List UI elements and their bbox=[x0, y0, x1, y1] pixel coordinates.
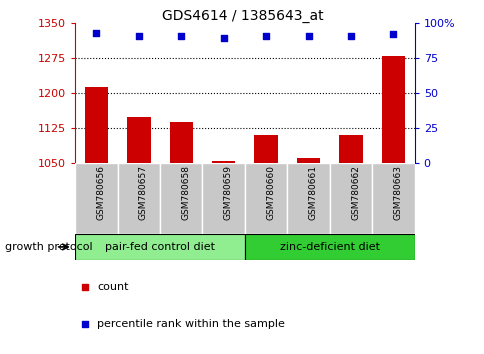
Text: GSM780657: GSM780657 bbox=[138, 165, 148, 220]
Point bbox=[177, 33, 185, 39]
Point bbox=[304, 33, 312, 39]
Bar bbox=[160, 163, 202, 234]
Point bbox=[389, 32, 396, 37]
Bar bbox=[254, 135, 277, 163]
Text: zinc-deficient diet: zinc-deficient diet bbox=[279, 242, 379, 252]
Text: GSM780663: GSM780663 bbox=[393, 165, 402, 220]
Bar bbox=[244, 234, 414, 260]
Point bbox=[262, 33, 270, 39]
Bar bbox=[75, 234, 244, 260]
Bar bbox=[202, 163, 244, 234]
Text: GDS4614 / 1385643_at: GDS4614 / 1385643_at bbox=[161, 9, 323, 23]
Text: GSM780661: GSM780661 bbox=[308, 165, 317, 220]
Point bbox=[81, 284, 89, 290]
Bar bbox=[339, 135, 362, 163]
Bar bbox=[287, 163, 329, 234]
Bar bbox=[329, 163, 372, 234]
Point bbox=[219, 35, 227, 41]
Bar bbox=[372, 163, 414, 234]
Text: GSM780658: GSM780658 bbox=[181, 165, 190, 220]
Point bbox=[135, 33, 142, 39]
Bar bbox=[296, 158, 319, 163]
Bar bbox=[117, 163, 160, 234]
Bar bbox=[127, 117, 150, 163]
Text: GSM780660: GSM780660 bbox=[266, 165, 274, 220]
Bar bbox=[85, 87, 108, 163]
Text: percentile rank within the sample: percentile rank within the sample bbox=[97, 319, 285, 329]
Text: pair-fed control diet: pair-fed control diet bbox=[105, 242, 214, 252]
Point bbox=[92, 30, 100, 36]
Text: GSM780659: GSM780659 bbox=[223, 165, 232, 220]
Point bbox=[81, 321, 89, 326]
Bar bbox=[381, 56, 404, 163]
Text: GSM780662: GSM780662 bbox=[350, 165, 359, 220]
Bar bbox=[75, 163, 117, 234]
Bar bbox=[169, 122, 193, 163]
Text: count: count bbox=[97, 282, 128, 292]
Bar bbox=[244, 163, 287, 234]
Point bbox=[347, 33, 354, 39]
Text: GSM780656: GSM780656 bbox=[96, 165, 105, 220]
Text: growth protocol: growth protocol bbox=[5, 242, 92, 252]
Bar bbox=[212, 160, 235, 163]
